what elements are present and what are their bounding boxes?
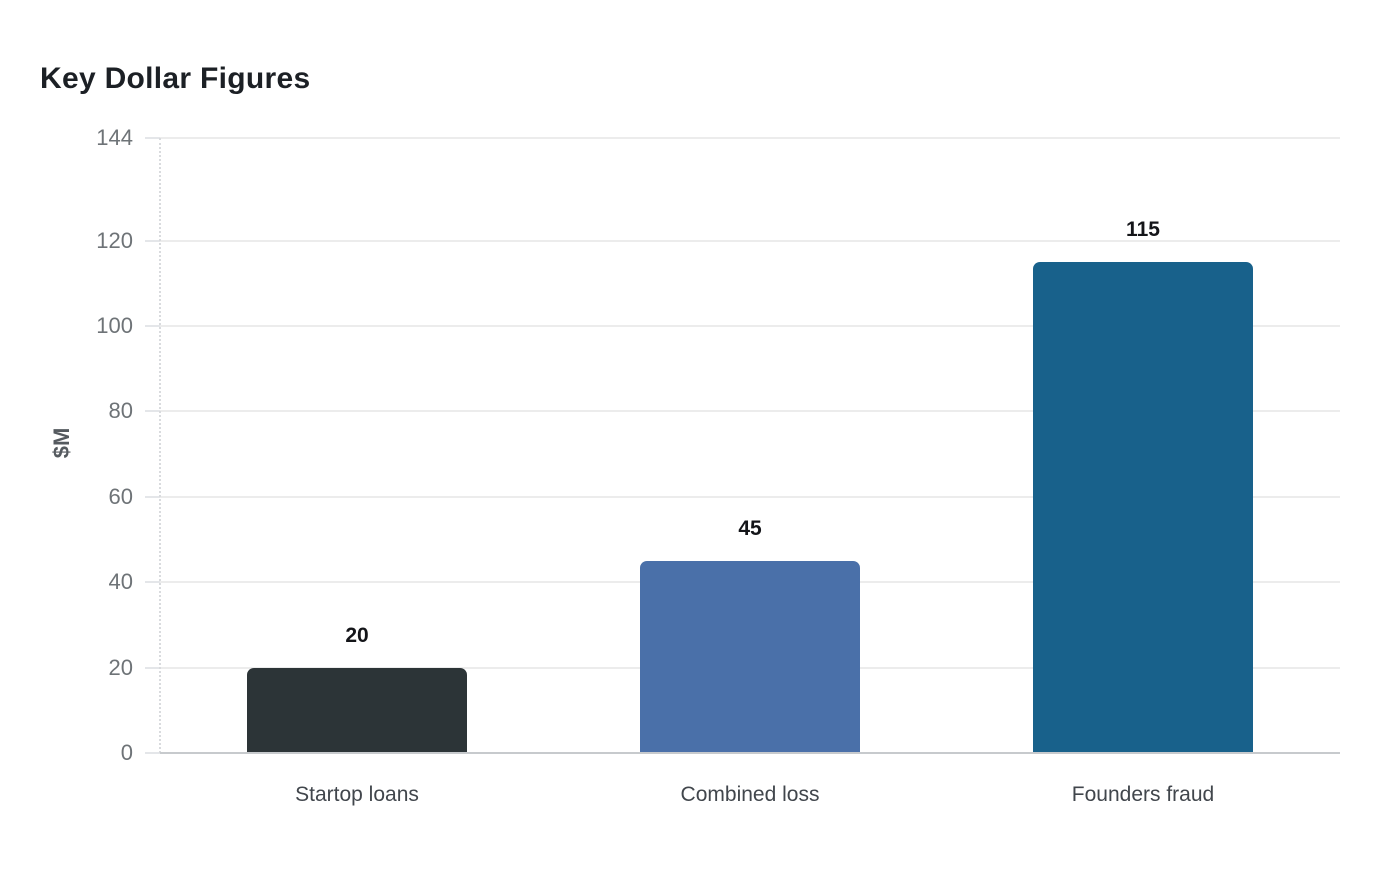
- y-tick-label: 40: [108, 569, 133, 594]
- y-gridline: [160, 325, 1340, 327]
- y-tick-label: 80: [108, 398, 133, 423]
- y-tick-label: 144: [96, 125, 133, 150]
- chart-title: Key Dollar Figures: [40, 62, 311, 95]
- y-tick-label: 0: [120, 740, 133, 765]
- y-gridline: [160, 496, 1340, 498]
- y-tick-label: 100: [96, 313, 133, 338]
- y-tick-mark: [145, 667, 160, 669]
- bar-value-label: 115: [1126, 218, 1160, 241]
- y-tick-mark: [145, 752, 160, 754]
- y-tick-label: 60: [108, 484, 133, 509]
- y-tick-mark: [145, 137, 160, 139]
- x-category-label: Founders fraud: [1071, 783, 1215, 806]
- y-gridline: [160, 137, 1340, 139]
- x-category-label: Combined loss: [680, 783, 820, 806]
- bar: [1033, 262, 1253, 753]
- y-tick-mark: [145, 410, 160, 412]
- y-tick-label: 20: [108, 655, 133, 680]
- y-tick-mark: [145, 496, 160, 498]
- y-gridline: [160, 410, 1340, 412]
- x-category-label: Startop loans: [295, 783, 419, 806]
- y-gridline: [160, 240, 1340, 242]
- plot-left-border: [159, 138, 161, 753]
- bar: [640, 561, 860, 753]
- bar-value-label: 20: [345, 624, 369, 647]
- y-tick-mark: [145, 240, 160, 242]
- y-tick-label: 120: [96, 228, 133, 253]
- bar: [247, 668, 467, 753]
- y-tick-mark: [145, 325, 160, 327]
- y-tick-mark: [145, 581, 160, 583]
- x-axis-line: [160, 752, 1340, 754]
- bar-value-label: 45: [738, 517, 762, 540]
